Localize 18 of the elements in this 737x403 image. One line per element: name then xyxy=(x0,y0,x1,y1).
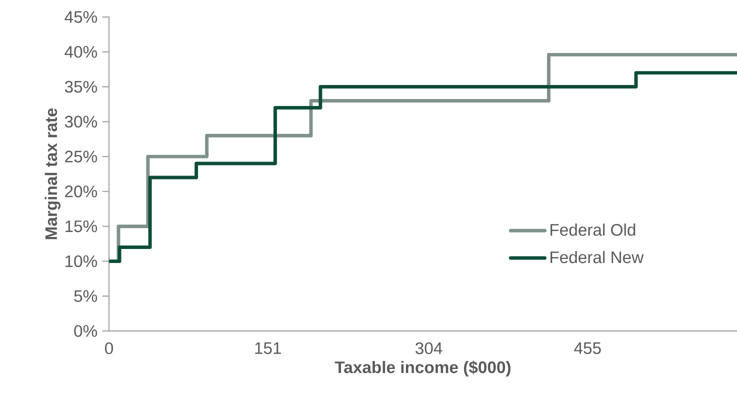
y-tick-label: 0% xyxy=(74,325,98,337)
x-tick-label: 0 xyxy=(105,342,113,354)
y-tick-label: 20% xyxy=(65,186,98,198)
y-tick-label: 10% xyxy=(66,255,98,268)
y-tick-label: 25% xyxy=(65,150,98,162)
legend-label: Federal Old xyxy=(550,224,636,236)
y-tick-label: 15% xyxy=(66,220,98,232)
y-tick-label: 30% xyxy=(64,116,98,128)
x-tick-label: 151 xyxy=(255,342,281,354)
y-tick-label: 5% xyxy=(74,290,98,302)
legend-label: Federal New xyxy=(550,250,644,264)
x-axis-title: Taxable income ($000) xyxy=(334,360,510,376)
y-axis-title: Marginal tax rate xyxy=(44,108,60,240)
x-tick-label: 455 xyxy=(574,342,601,354)
x-tick-label: 304 xyxy=(416,342,442,354)
y-tick-label: 45% xyxy=(64,11,98,23)
y-tick-label: 40% xyxy=(64,46,98,58)
y-tick-label: 35% xyxy=(64,80,98,93)
